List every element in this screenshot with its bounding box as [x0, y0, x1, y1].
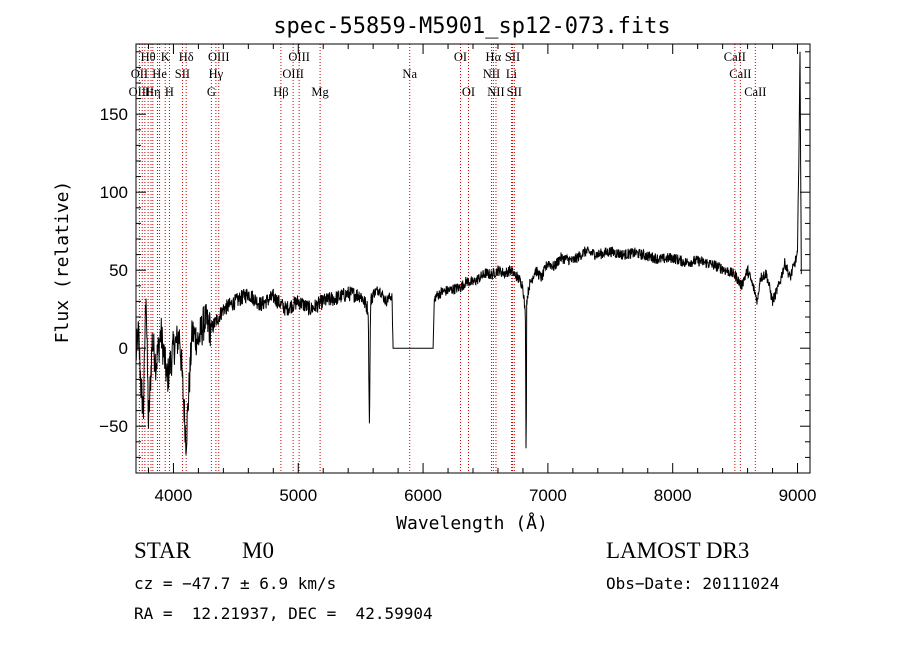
line-label: CaII	[724, 50, 746, 64]
line-label: OIII	[288, 50, 310, 64]
line-label: Hγ	[209, 67, 224, 81]
survey-name: LAMOST DR3	[606, 538, 750, 563]
observation-date: Obs−Date: 20111024	[606, 574, 780, 593]
line-label: Hα	[486, 50, 502, 64]
line-label: Na	[402, 67, 417, 81]
spectrum-series	[136, 51, 802, 455]
line-label: SII	[505, 50, 520, 64]
y-tick-label: 50	[109, 261, 128, 280]
y-tick-label: −50	[99, 417, 128, 436]
line-label: SII	[175, 67, 190, 81]
y-tick-label: 0	[119, 339, 128, 358]
line-label: NII	[487, 85, 504, 99]
y-tick-label: 100	[100, 183, 128, 202]
line-label: OI	[462, 85, 475, 99]
line-label: K	[161, 50, 170, 64]
spectral-line-markers	[138, 44, 756, 473]
x-tick-label: 6000	[404, 486, 442, 505]
line-label: OI	[454, 50, 467, 64]
coordinates: RA = 12.21937, DEC = 42.59904	[134, 604, 433, 623]
line-label: H	[165, 85, 174, 99]
line-label: He	[152, 67, 167, 81]
y-axis-label: Flux (relative)	[52, 181, 73, 344]
line-label: SII	[507, 85, 522, 99]
line-label: Mg	[311, 85, 329, 99]
chart-title: spec-55859-M5901_sp12-073.fits	[273, 14, 670, 39]
x-axis-label: Wavelength (Å)	[396, 512, 548, 534]
spectrum-line	[136, 51, 802, 455]
line-label: OIII	[129, 85, 151, 99]
x-tick-label: 9000	[779, 486, 817, 505]
x-tick-label: 7000	[529, 486, 567, 505]
line-label: NII	[483, 67, 500, 81]
line-label: Hβ	[273, 85, 288, 99]
object-subclass: M0	[242, 538, 274, 563]
y-tick-label: 150	[100, 105, 128, 124]
line-label: Li	[506, 67, 518, 81]
redshift-velocity: cz = −47.7 ± 6.9 km/s	[134, 574, 337, 593]
object-class: STAR	[134, 538, 191, 563]
y-axis: −50 0 50 100 150	[99, 51, 810, 458]
line-label: CaII	[744, 85, 766, 99]
line-label: Hδ	[179, 50, 194, 64]
line-label: Hη	[145, 85, 161, 99]
line-label: OII	[131, 67, 148, 81]
line-label: OIII	[208, 50, 230, 64]
line-label: Hθ	[141, 50, 156, 64]
line-label: CaII	[729, 67, 751, 81]
line-label: OIII	[282, 67, 304, 81]
line-label: G	[207, 85, 216, 99]
x-tick-label: 5000	[279, 486, 317, 505]
x-axis: 4000 5000 6000 7000 8000 9000	[147, 44, 817, 505]
plot-frame	[135, 43, 811, 474]
x-tick-label: 8000	[654, 486, 692, 505]
x-tick-label: 4000	[155, 486, 193, 505]
